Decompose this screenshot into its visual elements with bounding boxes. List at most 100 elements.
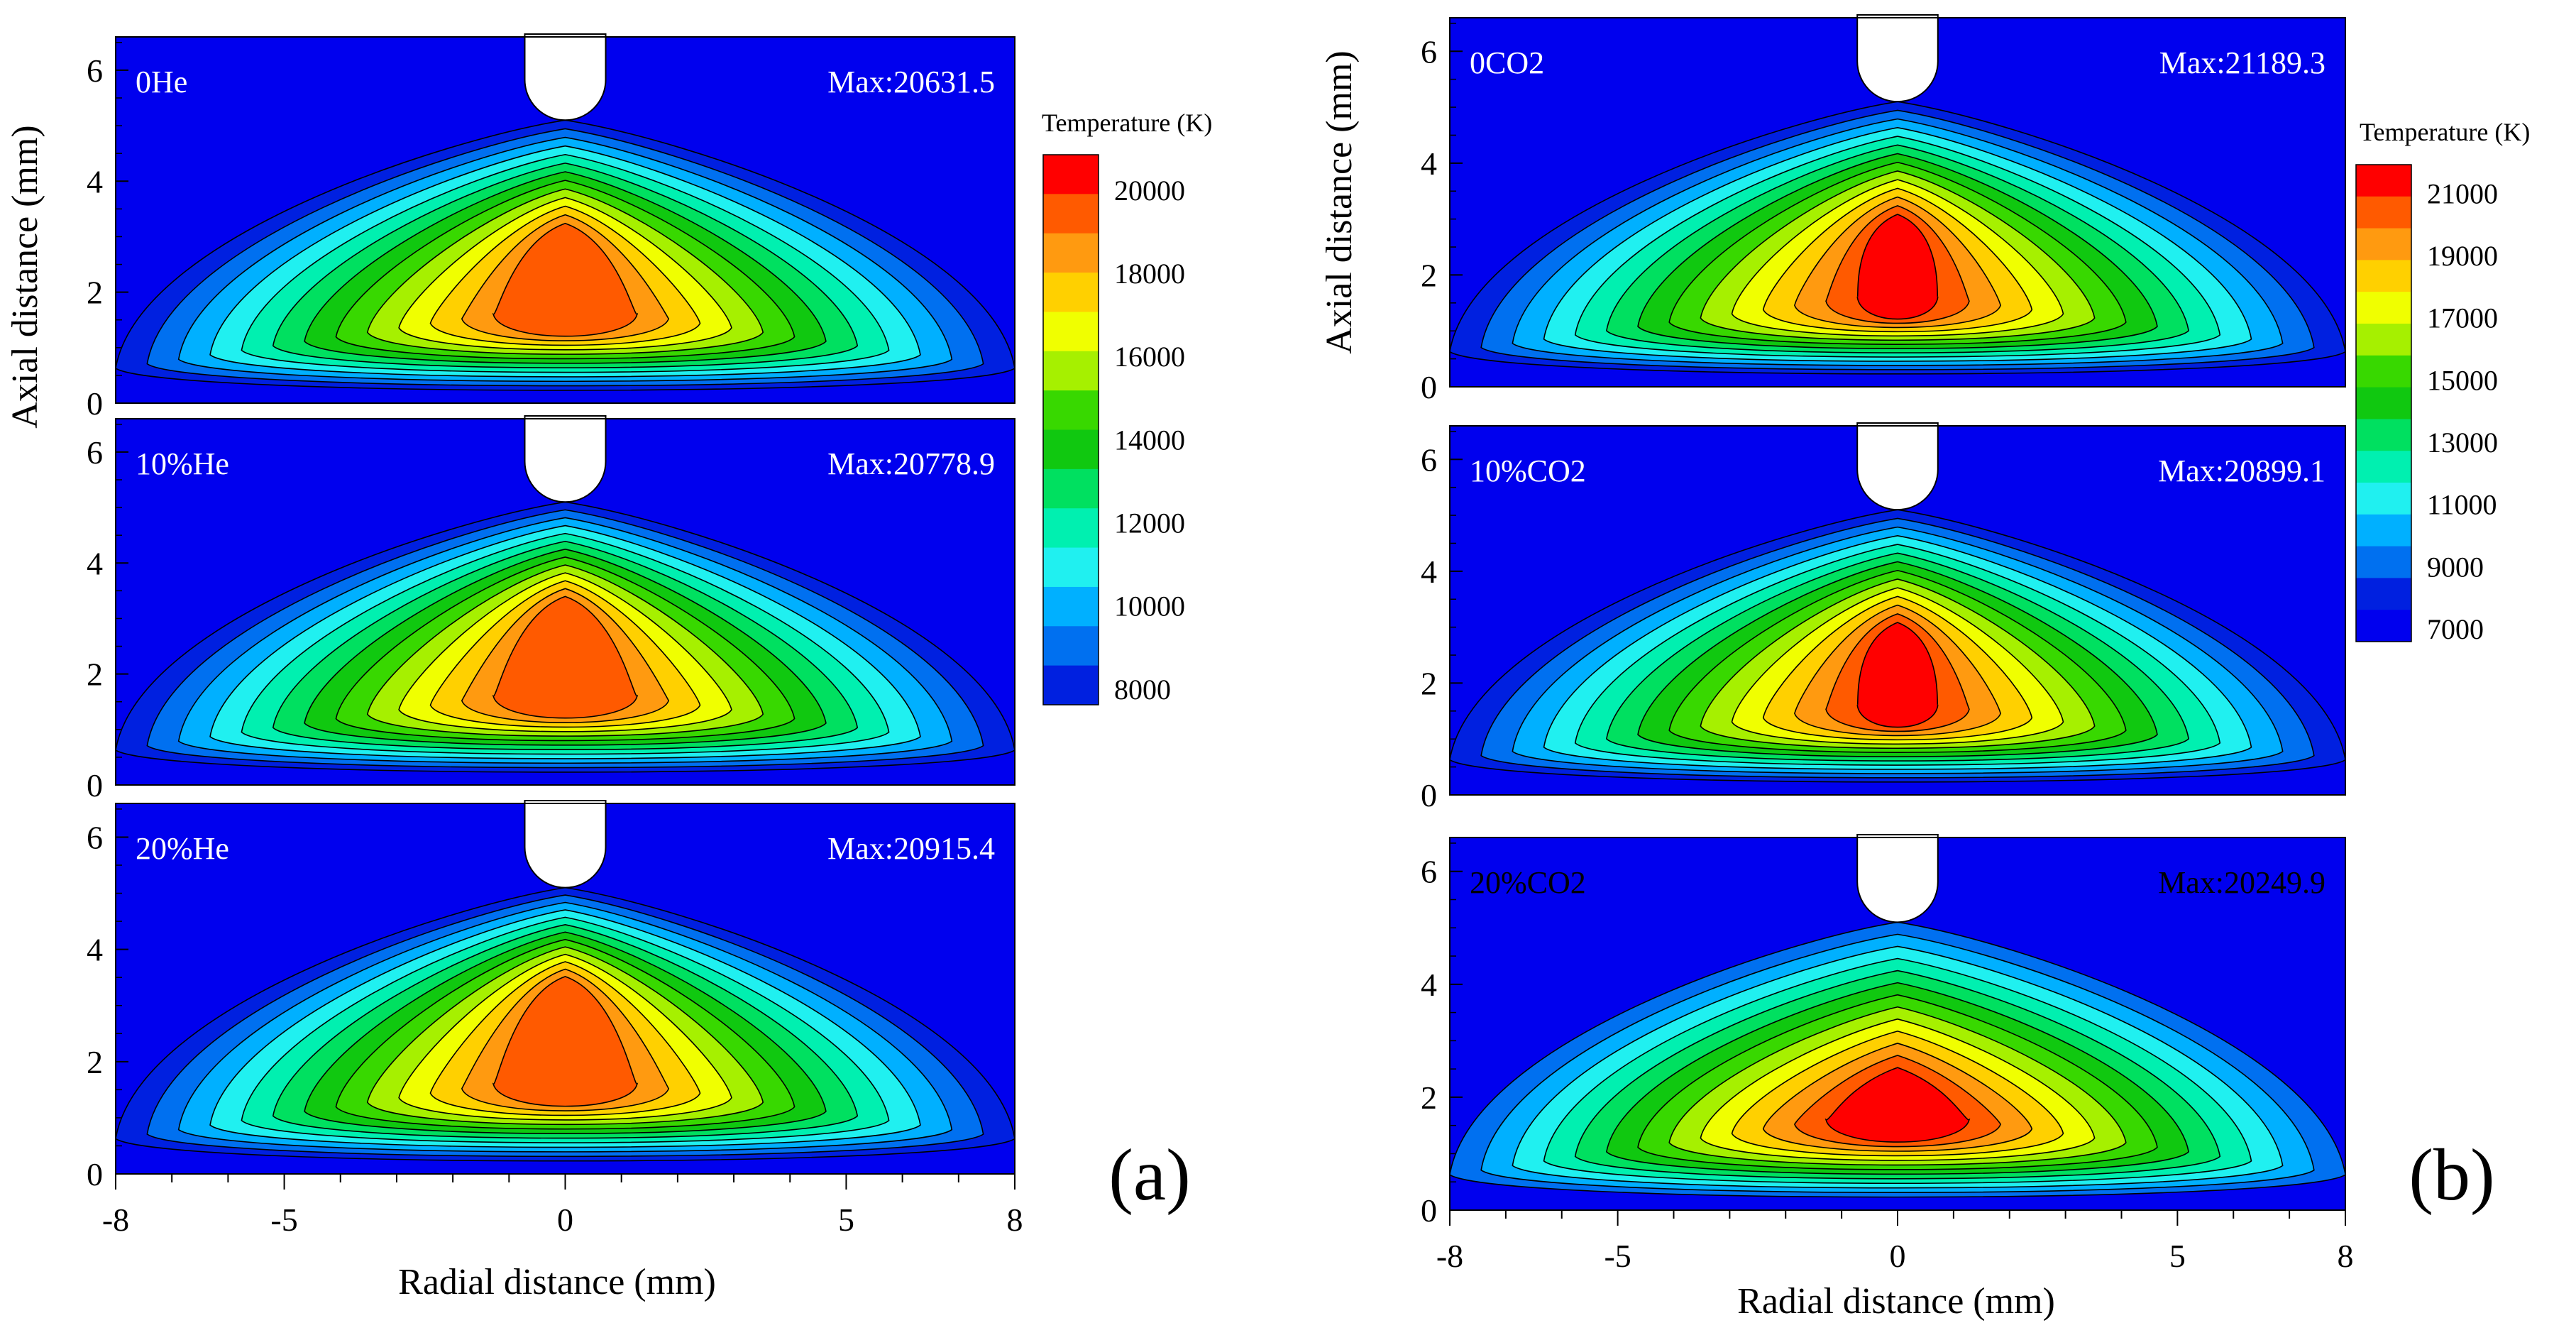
colorbar-tick-label: 10000 — [1114, 591, 1185, 622]
y-tick-label: 4 — [1421, 967, 1437, 1003]
y-tick-label: 6 — [1421, 33, 1437, 70]
panel-a-ylabel: Axial distance (mm) — [5, 125, 45, 428]
plot-max-label: Max:20631.5 — [827, 65, 995, 99]
colorbars: Temperature (K) 20000 18000 16000 14000 12000… — [1042, 109, 2530, 705]
colorbar-swatch — [1043, 508, 1099, 549]
x-axis: -8 -5 0 5 8 — [1436, 1210, 2354, 1274]
plot-frame — [1449, 17, 2346, 388]
y-tick-label: 0 — [87, 767, 103, 803]
cathode-electrode — [1856, 14, 1939, 103]
colorbar-tick-label: 11000 — [2427, 489, 2497, 521]
y-tick-label: 4 — [1421, 554, 1437, 590]
colorbar-swatch — [1043, 273, 1099, 312]
y-tick-label: 4 — [87, 163, 103, 199]
colorbar-swatch — [2356, 165, 2411, 197]
x-tick-label: 0 — [1890, 1238, 1906, 1274]
contour-bands — [1450, 101, 2345, 375]
plot-max-label: Max:20249.9 — [2158, 865, 2325, 900]
panel-b-xlabel: Radial distance (mm) — [1737, 1281, 2055, 1322]
y-tick-label: 2 — [1421, 257, 1437, 293]
contour-bands — [116, 119, 1015, 391]
x-tick-label: -5 — [270, 1202, 297, 1238]
colorbar-swatch — [2356, 260, 2411, 292]
contour-bands — [1450, 921, 2345, 1198]
colorbar-swatch — [1043, 194, 1099, 234]
colorbar-frame — [2355, 164, 2412, 642]
colorbar-b: Temperature (K) 21000 19000 17000 15000 13000… — [2355, 118, 2530, 645]
colorbar-swatch — [2356, 610, 2411, 642]
colorbar-swatch — [2356, 355, 2411, 388]
colorbar-swatch — [2356, 578, 2411, 610]
colorbar-swatch — [1043, 586, 1099, 627]
x-axis: -8 -5 0 5 8 — [102, 1174, 1023, 1238]
colorbar-tick-label: 15000 — [2427, 364, 2498, 396]
y-tick-label: 2 — [1421, 1080, 1437, 1116]
y-tick-label: 0 — [1421, 1192, 1437, 1229]
contour-band — [492, 976, 639, 1107]
contour-bands — [116, 886, 1015, 1162]
y-tick-label: 0 — [87, 385, 103, 422]
colorbar-tick-label: 17000 — [2427, 302, 2498, 334]
panel-b-label: (b) — [2409, 1134, 2494, 1216]
colorbar-tick-label: 8000 — [1114, 674, 1171, 705]
y-tick-label: 0 — [1421, 369, 1437, 405]
contour-band — [492, 222, 639, 337]
plot-frame — [115, 418, 1015, 786]
y-tick-label: 2 — [87, 1044, 103, 1080]
colorbar-tick-label: 18000 — [1114, 258, 1185, 290]
colorbar-swatch — [1043, 233, 1099, 273]
colorbar-swatch — [2356, 292, 2411, 324]
colorbar-tick-label: 19000 — [2427, 240, 2498, 272]
y-tick-label: 6 — [1421, 441, 1437, 478]
plot-title: 0CO2 — [1470, 45, 1544, 80]
colorbar-tick-label: 16000 — [1114, 341, 1185, 373]
contour-plot-2: 0 2 4 6 10%He Max:20778.9 — [87, 415, 1015, 803]
colorbar-swatch — [2356, 324, 2411, 356]
colorbar-swatch — [2356, 483, 2411, 515]
colorbar-tick-label: 13000 — [2427, 427, 2498, 458]
cathode-electrode — [524, 33, 607, 121]
x-tick-label: -8 — [1436, 1238, 1463, 1274]
plot-frame — [115, 36, 1015, 404]
colorbar-swatch — [2356, 228, 2411, 260]
plot-title: 0He — [136, 65, 187, 99]
contour-plot-6: 0 2 4 6 20%CO2 Max:20249.9 — [1421, 834, 2346, 1229]
contour-bands — [1450, 509, 2345, 783]
contour-plot-3: 0 2 4 6 20%He Max:20915.4 — [87, 800, 1015, 1192]
colorbar-frame — [1042, 154, 1099, 705]
colorbar-swatch — [1043, 429, 1099, 470]
plot-max-label: Max:20899.1 — [2158, 454, 2325, 488]
plot-max-label: Max:20778.9 — [827, 446, 995, 481]
y-tick-label: 6 — [87, 53, 103, 89]
panel-b-ylabel: Axial distance (mm) — [1319, 50, 1360, 353]
plot-title: 10%CO2 — [1470, 454, 1586, 488]
colorbar-swatch — [1043, 468, 1099, 509]
x-tick-label: 8 — [1007, 1202, 1023, 1238]
colorbar-swatch — [1043, 665, 1099, 705]
plot-frame — [1449, 425, 2346, 796]
x-tick-label: 5 — [2169, 1238, 2186, 1274]
contour-plots: 0 2 4 6 0He Max:20631.5 0 2 4 6 10%He Max:20778.9 0 2… — [87, 14, 2354, 1274]
contour-band — [1856, 214, 1939, 320]
plot-max-label: Max:21189.3 — [2159, 45, 2325, 80]
colorbar-swatch — [1043, 312, 1099, 352]
plot-title: 10%He — [136, 446, 229, 481]
y-tick-label: 4 — [87, 932, 103, 968]
y-tick-label: 6 — [87, 434, 103, 471]
colorbar-tick-label: 21000 — [2427, 177, 2498, 209]
cathode-electrode — [1856, 834, 1939, 923]
colorbar-swatch — [2356, 196, 2411, 229]
contour-band — [1856, 622, 1939, 728]
cathode-electrode — [1856, 422, 1939, 511]
colorbar-swatch — [1043, 626, 1099, 666]
colorbar-title: Temperature (K) — [2360, 118, 2530, 146]
contour-band — [1824, 1067, 1971, 1143]
x-tick-label: 5 — [838, 1202, 854, 1238]
colorbar-swatch — [2356, 387, 2411, 419]
contour-bands — [116, 501, 1015, 773]
colorbar-swatch — [2356, 451, 2411, 483]
colorbar-swatch — [1043, 390, 1099, 430]
colorbar-a: Temperature (K) 20000 18000 16000 14000 12000… — [1042, 109, 1212, 705]
colorbar-tick-label: 12000 — [1114, 507, 1185, 539]
